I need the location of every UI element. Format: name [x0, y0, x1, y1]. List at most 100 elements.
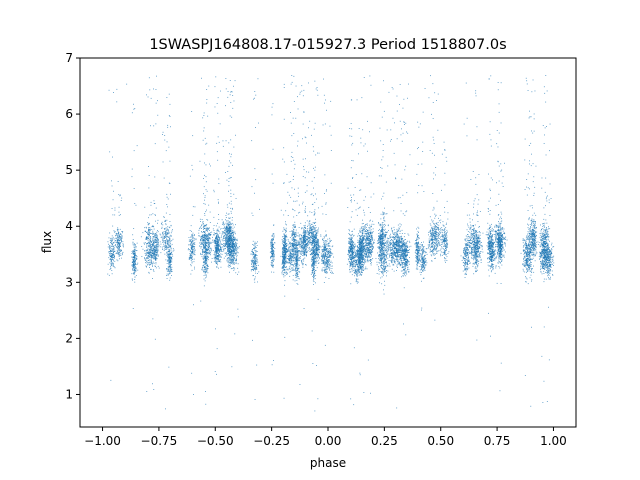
data-point	[430, 232, 431, 234]
data-point	[493, 249, 495, 251]
data-point	[367, 248, 369, 250]
data-point	[317, 245, 319, 247]
data-point	[168, 242, 170, 244]
data-point	[428, 243, 430, 245]
data-point	[326, 189, 327, 191]
data-point	[313, 228, 314, 230]
data-point	[167, 254, 168, 256]
data-point	[400, 235, 402, 237]
data-point	[350, 283, 352, 285]
data-point	[228, 235, 230, 236]
data-point	[433, 241, 435, 243]
data-point	[392, 254, 394, 256]
data-point	[500, 211, 502, 213]
data-point	[352, 262, 354, 264]
data-point	[492, 248, 494, 250]
data-point	[230, 229, 232, 231]
data-point	[232, 233, 234, 235]
data-point	[492, 266, 494, 267]
data-point	[330, 249, 332, 250]
data-point	[471, 244, 473, 246]
data-point	[206, 270, 208, 272]
data-point	[121, 237, 123, 239]
data-point	[370, 236, 372, 238]
data-point	[524, 250, 526, 252]
data-point	[157, 245, 159, 247]
data-point	[525, 281, 527, 283]
data-point	[164, 139, 166, 141]
data-point	[191, 111, 193, 112]
data-point	[224, 236, 226, 238]
data-point	[194, 254, 196, 256]
data-point	[526, 194, 528, 196]
data-point	[149, 236, 151, 238]
data-point	[432, 239, 434, 241]
data-point	[351, 240, 353, 242]
data-point	[230, 210, 232, 212]
data-point	[364, 143, 366, 145]
data-point	[298, 236, 300, 238]
data-point	[203, 260, 205, 262]
data-point	[167, 229, 169, 231]
data-point	[463, 252, 464, 253]
data-point	[383, 268, 384, 270]
data-point	[541, 242, 542, 244]
data-point	[522, 264, 524, 266]
data-point	[397, 261, 399, 263]
data-point	[220, 257, 222, 258]
data-point	[475, 266, 476, 268]
data-point	[547, 195, 548, 197]
data-point	[378, 230, 380, 231]
data-point	[329, 267, 331, 269]
data-point	[353, 347, 355, 349]
data-point	[146, 257, 148, 259]
data-point	[220, 253, 222, 255]
data-point	[291, 256, 293, 257]
data-point	[287, 250, 288, 252]
data-point	[217, 230, 219, 232]
data-point	[370, 226, 372, 228]
data-point	[466, 245, 467, 247]
data-point	[489, 234, 491, 236]
data-point	[526, 247, 528, 249]
data-point	[496, 282, 498, 284]
data-point	[206, 245, 208, 247]
data-point	[382, 156, 384, 158]
data-point	[231, 252, 233, 254]
data-point	[228, 258, 230, 259]
data-point	[153, 257, 155, 259]
data-point	[548, 239, 549, 241]
data-point	[231, 258, 233, 260]
data-point	[543, 380, 545, 382]
data-point	[392, 88, 394, 90]
data-point	[315, 235, 316, 237]
data-point	[476, 252, 478, 254]
data-point	[350, 254, 352, 256]
data-point	[531, 229, 533, 231]
data-point	[400, 203, 402, 204]
data-point	[216, 237, 218, 238]
data-point	[418, 247, 420, 249]
data-point	[147, 262, 149, 264]
data-point	[494, 225, 496, 227]
data-point	[165, 241, 167, 243]
data-point	[489, 233, 491, 235]
data-point	[190, 273, 192, 275]
data-point	[399, 120, 401, 122]
data-point	[360, 142, 362, 144]
data-point	[523, 260, 525, 262]
data-point	[501, 260, 503, 262]
data-point	[487, 253, 489, 255]
data-point	[365, 231, 367, 232]
data-point	[311, 223, 313, 225]
data-point	[169, 238, 171, 239]
data-point	[357, 253, 359, 255]
data-point	[545, 177, 547, 179]
data-point	[402, 107, 404, 109]
data-point	[298, 212, 299, 214]
data-point	[108, 274, 110, 276]
data-point	[254, 91, 256, 92]
data-point	[224, 243, 226, 245]
data-point	[546, 232, 548, 233]
data-point	[491, 266, 492, 268]
